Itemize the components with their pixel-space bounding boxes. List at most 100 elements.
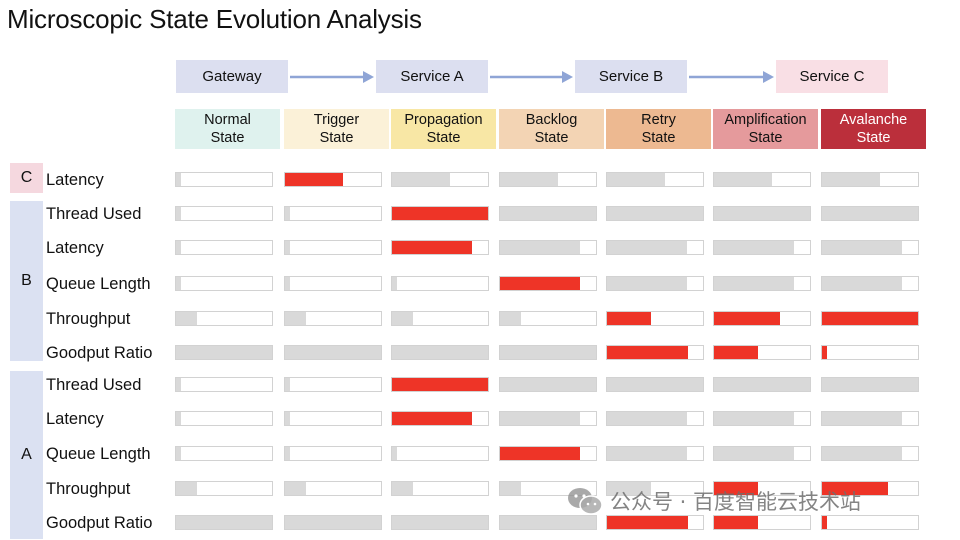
level-bar-highlight <box>392 412 472 425</box>
level-bar <box>285 447 290 460</box>
level-cell <box>391 276 489 291</box>
level-bar <box>500 516 596 529</box>
level-bar <box>285 378 290 391</box>
state-label: Propagation State <box>404 112 483 146</box>
state-header-7: Avalanche State <box>821 109 926 149</box>
flow-arrow-icon <box>689 71 774 83</box>
level-bar <box>285 482 307 495</box>
level-bar-highlight <box>822 482 889 495</box>
watermark: 公众号 · 百度智能云技术站 <box>566 485 861 517</box>
level-bar <box>714 173 772 186</box>
level-bar-highlight <box>822 346 827 359</box>
level-cell <box>606 276 704 291</box>
level-cell <box>284 206 382 221</box>
level-cell <box>284 172 382 187</box>
level-bar <box>607 277 687 290</box>
state-header-5: Retry State <box>606 109 711 149</box>
metric-label: Thread Used <box>46 205 142 223</box>
level-bar <box>392 346 488 359</box>
state-label: Amplification State <box>724 112 807 146</box>
level-cell <box>175 481 273 496</box>
level-cell <box>713 240 811 255</box>
level-cell <box>284 515 382 530</box>
level-bar <box>822 378 918 391</box>
level-cell <box>606 206 704 221</box>
level-cell <box>499 446 597 461</box>
level-cell <box>606 345 704 360</box>
level-cell <box>391 446 489 461</box>
level-bar <box>822 173 880 186</box>
level-bar <box>176 277 181 290</box>
metric-label: Latency <box>46 239 104 257</box>
group-label-c: C <box>10 163 43 193</box>
level-bar-highlight <box>822 516 827 529</box>
level-cell <box>284 240 382 255</box>
level-cell <box>606 411 704 426</box>
level-bar <box>714 378 810 391</box>
level-cell <box>821 206 919 221</box>
level-cell <box>606 311 704 326</box>
level-bar <box>714 241 794 254</box>
level-bar <box>392 312 414 325</box>
level-cell <box>499 515 597 530</box>
state-label: Backlog State <box>525 112 578 146</box>
state-label: Retry State <box>641 112 676 146</box>
level-bar <box>392 447 397 460</box>
state-label: Normal State <box>204 112 251 146</box>
level-cell <box>606 446 704 461</box>
level-cell <box>175 411 273 426</box>
level-bar <box>500 241 580 254</box>
level-bar-highlight <box>392 207 488 220</box>
level-bar <box>392 173 450 186</box>
level-bar <box>285 516 381 529</box>
level-bar <box>822 207 918 220</box>
level-bar <box>500 346 596 359</box>
level-cell <box>713 411 811 426</box>
level-cell <box>499 206 597 221</box>
level-cell <box>606 481 704 496</box>
state-header-1: Normal State <box>175 109 280 149</box>
level-bar-highlight <box>822 312 918 325</box>
level-cell <box>821 515 919 530</box>
level-bar <box>285 346 381 359</box>
level-cell <box>284 411 382 426</box>
state-label: Avalanche State <box>839 112 908 146</box>
level-bar <box>822 241 902 254</box>
level-cell <box>821 377 919 392</box>
watermark-text: 公众号 · 百度智能云技术站 <box>610 490 862 514</box>
level-bar <box>607 482 652 495</box>
level-bar <box>714 277 794 290</box>
group-label-b: B <box>10 201 43 361</box>
level-bar <box>176 482 198 495</box>
state-header-3: Propagation State <box>391 109 496 149</box>
level-bar <box>500 482 522 495</box>
level-bar-highlight <box>500 277 580 290</box>
level-cell <box>284 276 382 291</box>
level-cell <box>713 446 811 461</box>
level-cell <box>499 345 597 360</box>
state-label: Trigger State <box>313 112 360 146</box>
level-cell <box>821 481 919 496</box>
level-cell <box>284 311 382 326</box>
wechat-logo-icon <box>568 488 603 515</box>
level-cell <box>713 345 811 360</box>
metric-label: Throughput <box>46 310 131 328</box>
level-bar-highlight <box>714 482 759 495</box>
metric-label: Queue Length <box>46 275 151 293</box>
level-cell <box>391 377 489 392</box>
level-cell <box>175 311 273 326</box>
level-bar-highlight <box>607 516 688 529</box>
level-cell <box>821 172 919 187</box>
service-box-1: Gateway <box>176 60 288 93</box>
level-cell <box>499 276 597 291</box>
level-cell <box>175 172 273 187</box>
state-header-6: Amplification State <box>713 109 818 149</box>
level-bar <box>500 412 580 425</box>
level-cell <box>499 311 597 326</box>
level-cell <box>606 172 704 187</box>
level-cell <box>713 515 811 530</box>
level-bar <box>176 447 181 460</box>
level-bar <box>285 412 290 425</box>
level-cell <box>606 377 704 392</box>
level-bar <box>500 173 558 186</box>
